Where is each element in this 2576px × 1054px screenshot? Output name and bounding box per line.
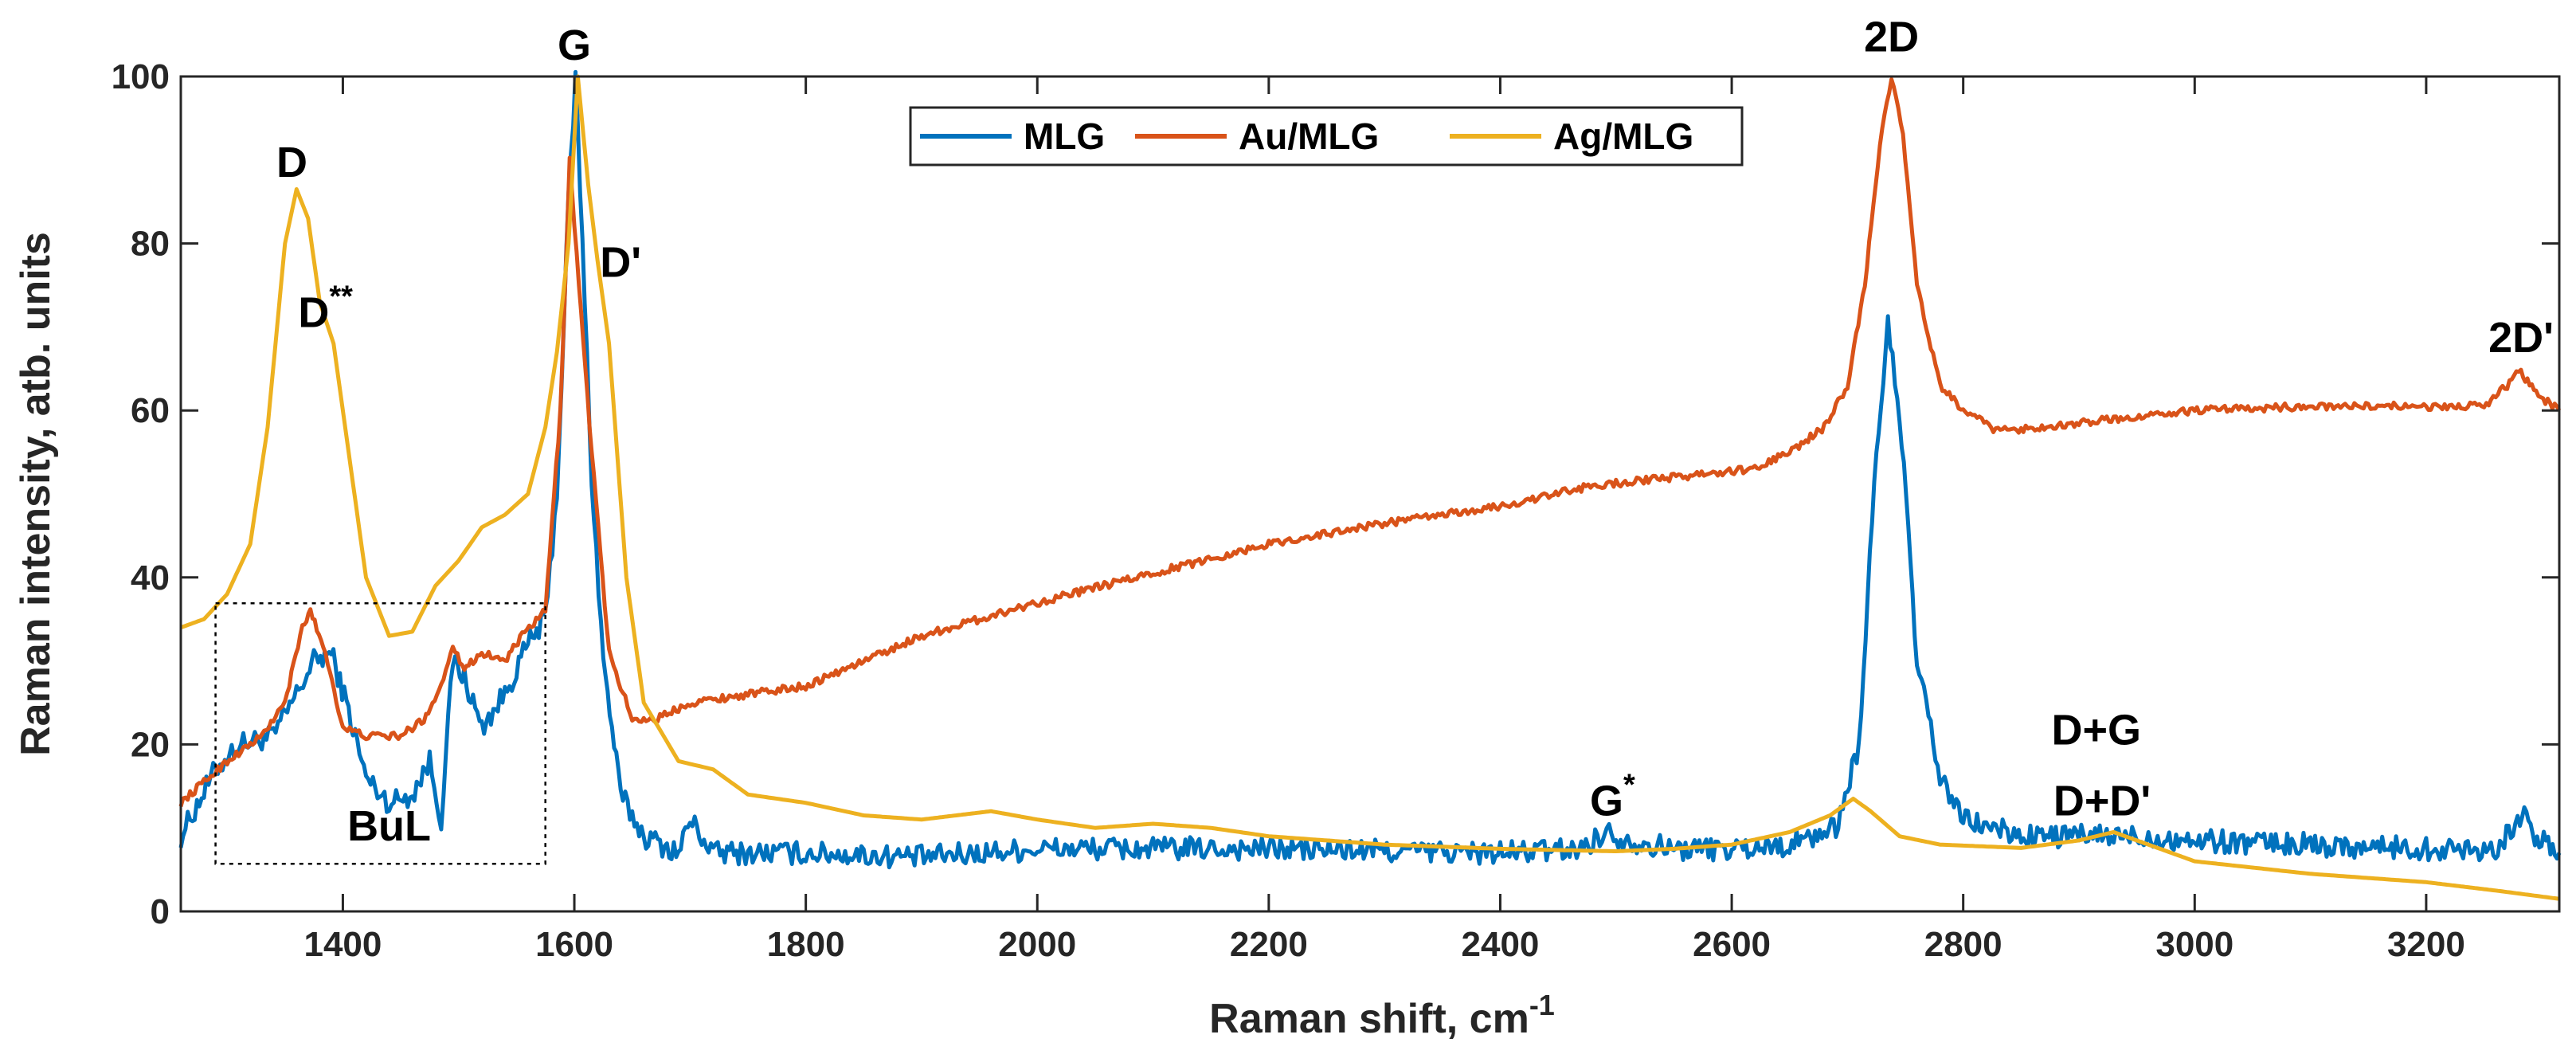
peak-label-d-: D'	[600, 239, 641, 287]
peak-label-d-d-: D+D'	[2053, 777, 2151, 825]
series-layer	[178, 69, 2562, 901]
peak-label-d: D	[276, 139, 307, 186]
y-axis-title: Raman intensity, atb. units	[13, 232, 59, 756]
x-tick-label: 1800	[767, 925, 845, 964]
peak-label-bul: BuL	[347, 802, 431, 850]
plot-background	[181, 76, 2559, 911]
legend-box	[909, 106, 1744, 167]
annotation-layer: G 2D D D** D' 2D' G* D+G D+D' BuL	[214, 14, 2554, 865]
x-tick-label: 1400	[303, 925, 382, 964]
y-tick-label: 60	[131, 391, 170, 430]
y-tick-label: 80	[131, 225, 170, 264]
y-tick-label: 0	[151, 892, 170, 931]
x-tick-label: 3200	[2387, 925, 2465, 964]
x-tick-label: 2400	[1462, 925, 1540, 964]
x-tick-label: 3000	[2155, 925, 2233, 964]
plot-frame	[179, 75, 2561, 913]
y-tick-label: 100	[112, 57, 170, 96]
x-axis-title-superscript: -1	[1529, 989, 1555, 1021]
bul-region-box	[214, 602, 546, 865]
x-tick-label: 2000	[998, 925, 1076, 964]
ticks-layer: 1400 1600 1800 2000 2200 2400 2600 2800 3000 3200…	[112, 57, 2559, 964]
peak-label-2d: 2D	[1864, 14, 1919, 61]
legend-label-ag-mlg: Ag/MLG	[1553, 116, 1693, 157]
series-line-ag-mlg	[180, 74, 2560, 901]
legend: MLG Au/MLG Ag/MLG	[909, 106, 1744, 167]
x-tick-label: 2200	[1230, 925, 1308, 964]
peak-label-d-g: D+G	[2052, 706, 2142, 754]
series-line-au-mlg	[178, 77, 2562, 807]
x-axis-title: Raman shift, cm-1	[1209, 989, 1555, 1042]
x-tick-label: 2800	[1924, 925, 2002, 964]
peak-label-2d-: 2D'	[2488, 314, 2554, 362]
peak-label-g-sup: G*	[1590, 768, 1635, 825]
x-axis-title-text: Raman shift, cm	[1209, 996, 1529, 1042]
x-tick-label: 2600	[1693, 925, 1771, 964]
peak-label-d-sup: D**	[298, 280, 353, 336]
x-tick-label: 1600	[535, 925, 613, 964]
peak-label-g: G	[558, 22, 591, 69]
legend-label-mlg: MLG	[1024, 116, 1105, 157]
y-tick-label: 40	[131, 558, 170, 598]
y-tick-label: 20	[131, 725, 170, 764]
legend-label-au-mlg: Au/MLG	[1239, 116, 1379, 157]
